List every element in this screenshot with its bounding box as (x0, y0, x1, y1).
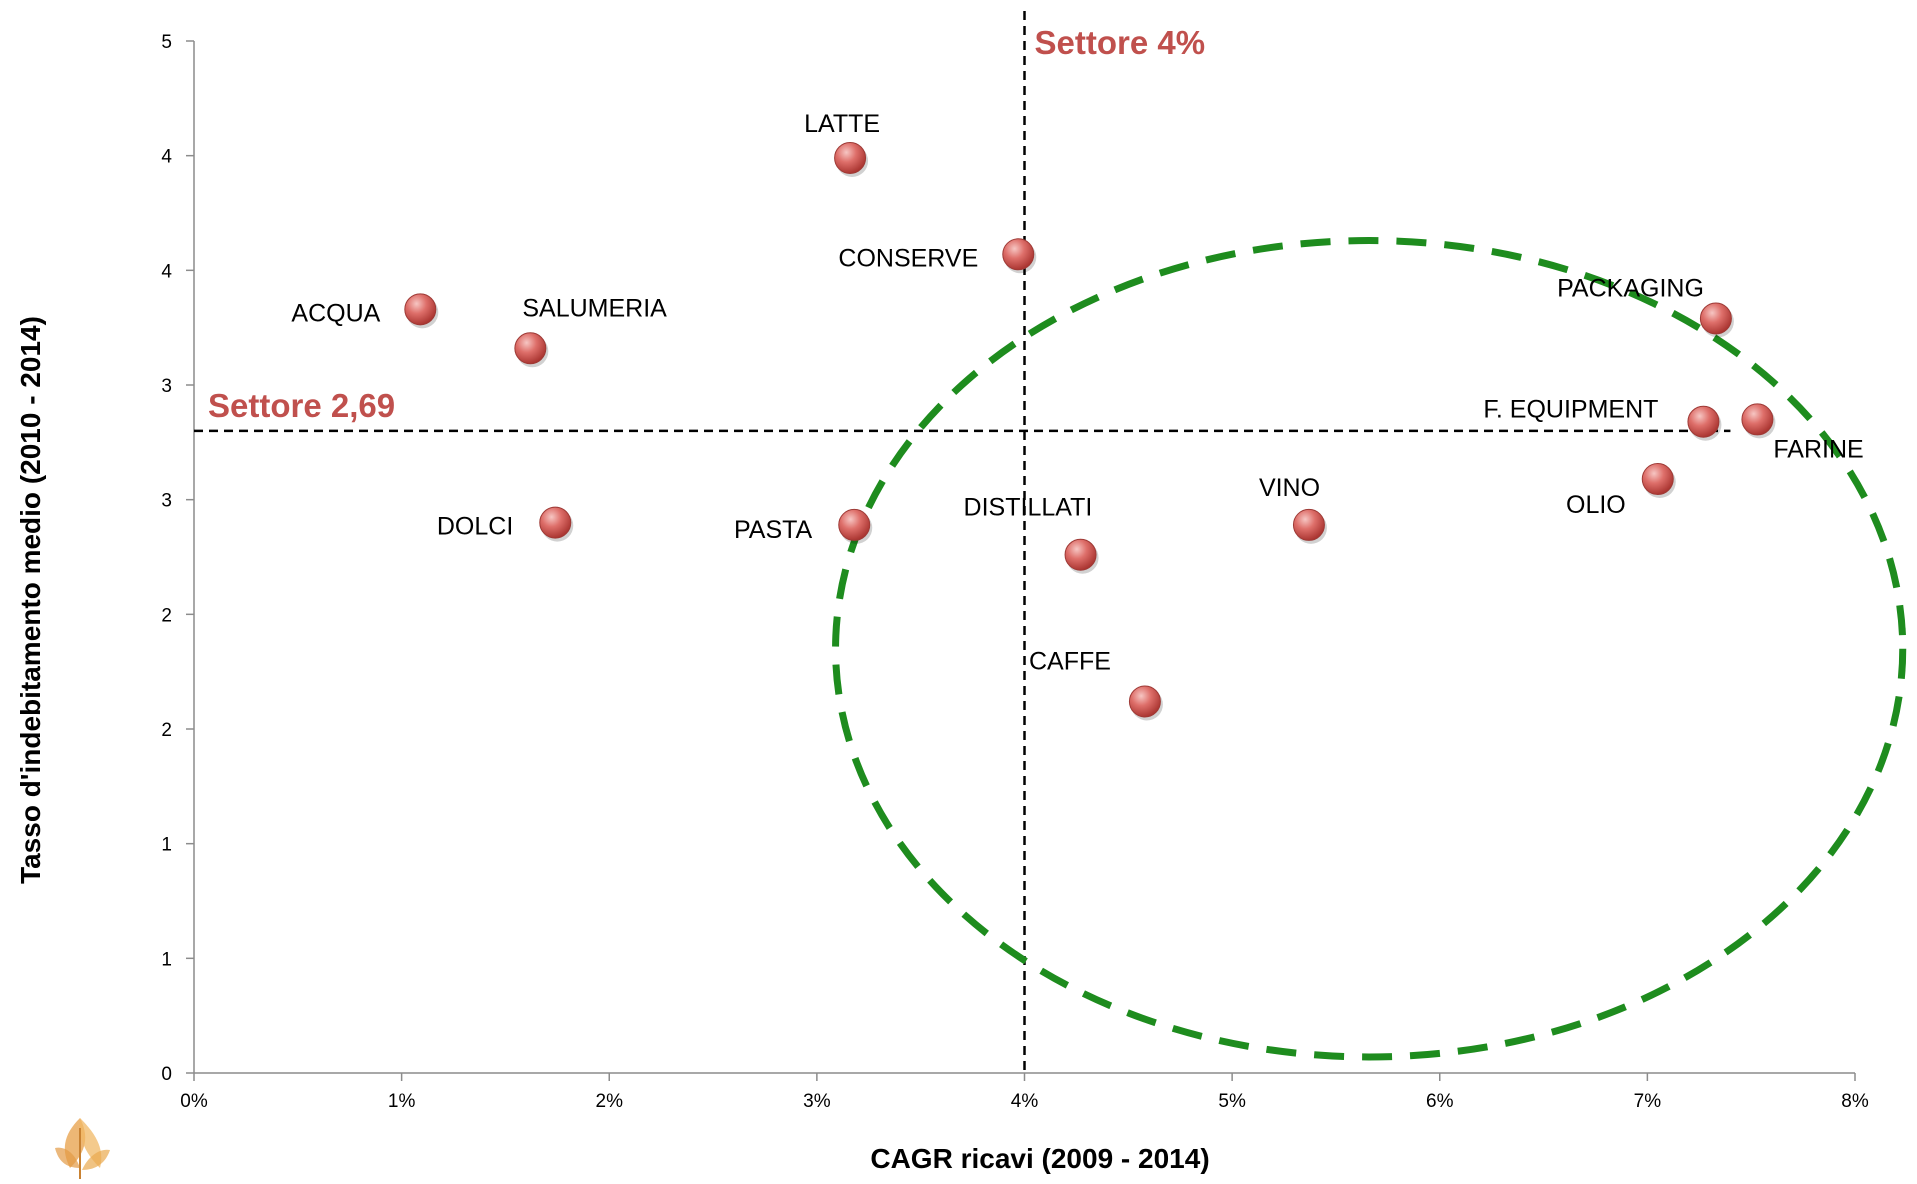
data-point (1065, 539, 1096, 570)
reference-lines: Settore 4% Settore 2,69 (194, 11, 1730, 1073)
horizontal-reference-label: Settore 2,69 (208, 387, 395, 424)
x-tick-label: 4% (1011, 1091, 1039, 1112)
data-point (839, 509, 870, 540)
point-label: OLIO (1566, 491, 1626, 519)
logo-emblem (55, 1118, 110, 1179)
y-tick-label: 3 (161, 376, 172, 397)
y-axis-title: Tasso d'indebitamento medio (2010 - 2014… (15, 316, 46, 884)
point-label: CAFFE (1029, 647, 1111, 675)
data-point (1700, 303, 1731, 334)
data-point (515, 333, 546, 364)
data-point (1003, 239, 1034, 270)
y-tick-label: 2 (161, 605, 172, 626)
point-label: FARINE (1773, 435, 1863, 463)
point-label: VINO (1259, 474, 1320, 502)
y-tick-label: 3 (161, 491, 172, 512)
vertical-reference-label: Settore 4% (1035, 24, 1206, 61)
y-tick-label: 4 (161, 261, 172, 282)
y-tick-label: 1 (161, 835, 172, 856)
highlight-region (836, 241, 1903, 1057)
point-label: PASTA (734, 516, 813, 544)
data-point (540, 507, 571, 538)
y-tick-label: 0 (161, 1064, 172, 1085)
data-point (1742, 404, 1773, 435)
data-point (835, 142, 866, 173)
point-label: F. EQUIPMENT (1483, 396, 1658, 424)
y-tick-label: 2 (161, 720, 172, 741)
point-label: SALUMERIA (522, 294, 667, 322)
y-tick-label: 1 (161, 949, 172, 970)
x-tick-label: 7% (1634, 1091, 1662, 1112)
data-point (1129, 686, 1160, 717)
x-tick-label: 3% (803, 1091, 831, 1112)
data-point (1642, 464, 1673, 495)
x-tick-label: 5% (1218, 1091, 1246, 1112)
point-label: LATTE (804, 110, 880, 138)
data-points (405, 142, 1776, 720)
x-axis-title: CAGR ricavi (2009 - 2014) (870, 1143, 1209, 1174)
point-label: DISTILLATI (964, 494, 1093, 522)
x-tick-label: 6% (1426, 1091, 1454, 1112)
point-labels: LATTE CONSERVE ACQUA SALUMERIA PACKAGING F. E… (291, 110, 1863, 676)
x-tick-label: 2% (596, 1091, 624, 1112)
x-tick-label: 8% (1841, 1091, 1869, 1112)
x-tick-label: 0% (180, 1091, 208, 1112)
data-point (405, 294, 436, 325)
highlight-ellipse (836, 241, 1903, 1057)
point-label: DOLCI (437, 513, 513, 541)
data-point (1688, 406, 1719, 437)
y-tick-label: 4 (161, 147, 172, 168)
y-tick-label: 5 (161, 32, 172, 53)
data-point (1293, 509, 1324, 540)
point-label: CONSERVE (838, 244, 978, 272)
point-label: ACQUA (291, 299, 380, 327)
x-tick-label: 1% (388, 1091, 416, 1112)
point-label: PACKAGING (1557, 274, 1704, 302)
